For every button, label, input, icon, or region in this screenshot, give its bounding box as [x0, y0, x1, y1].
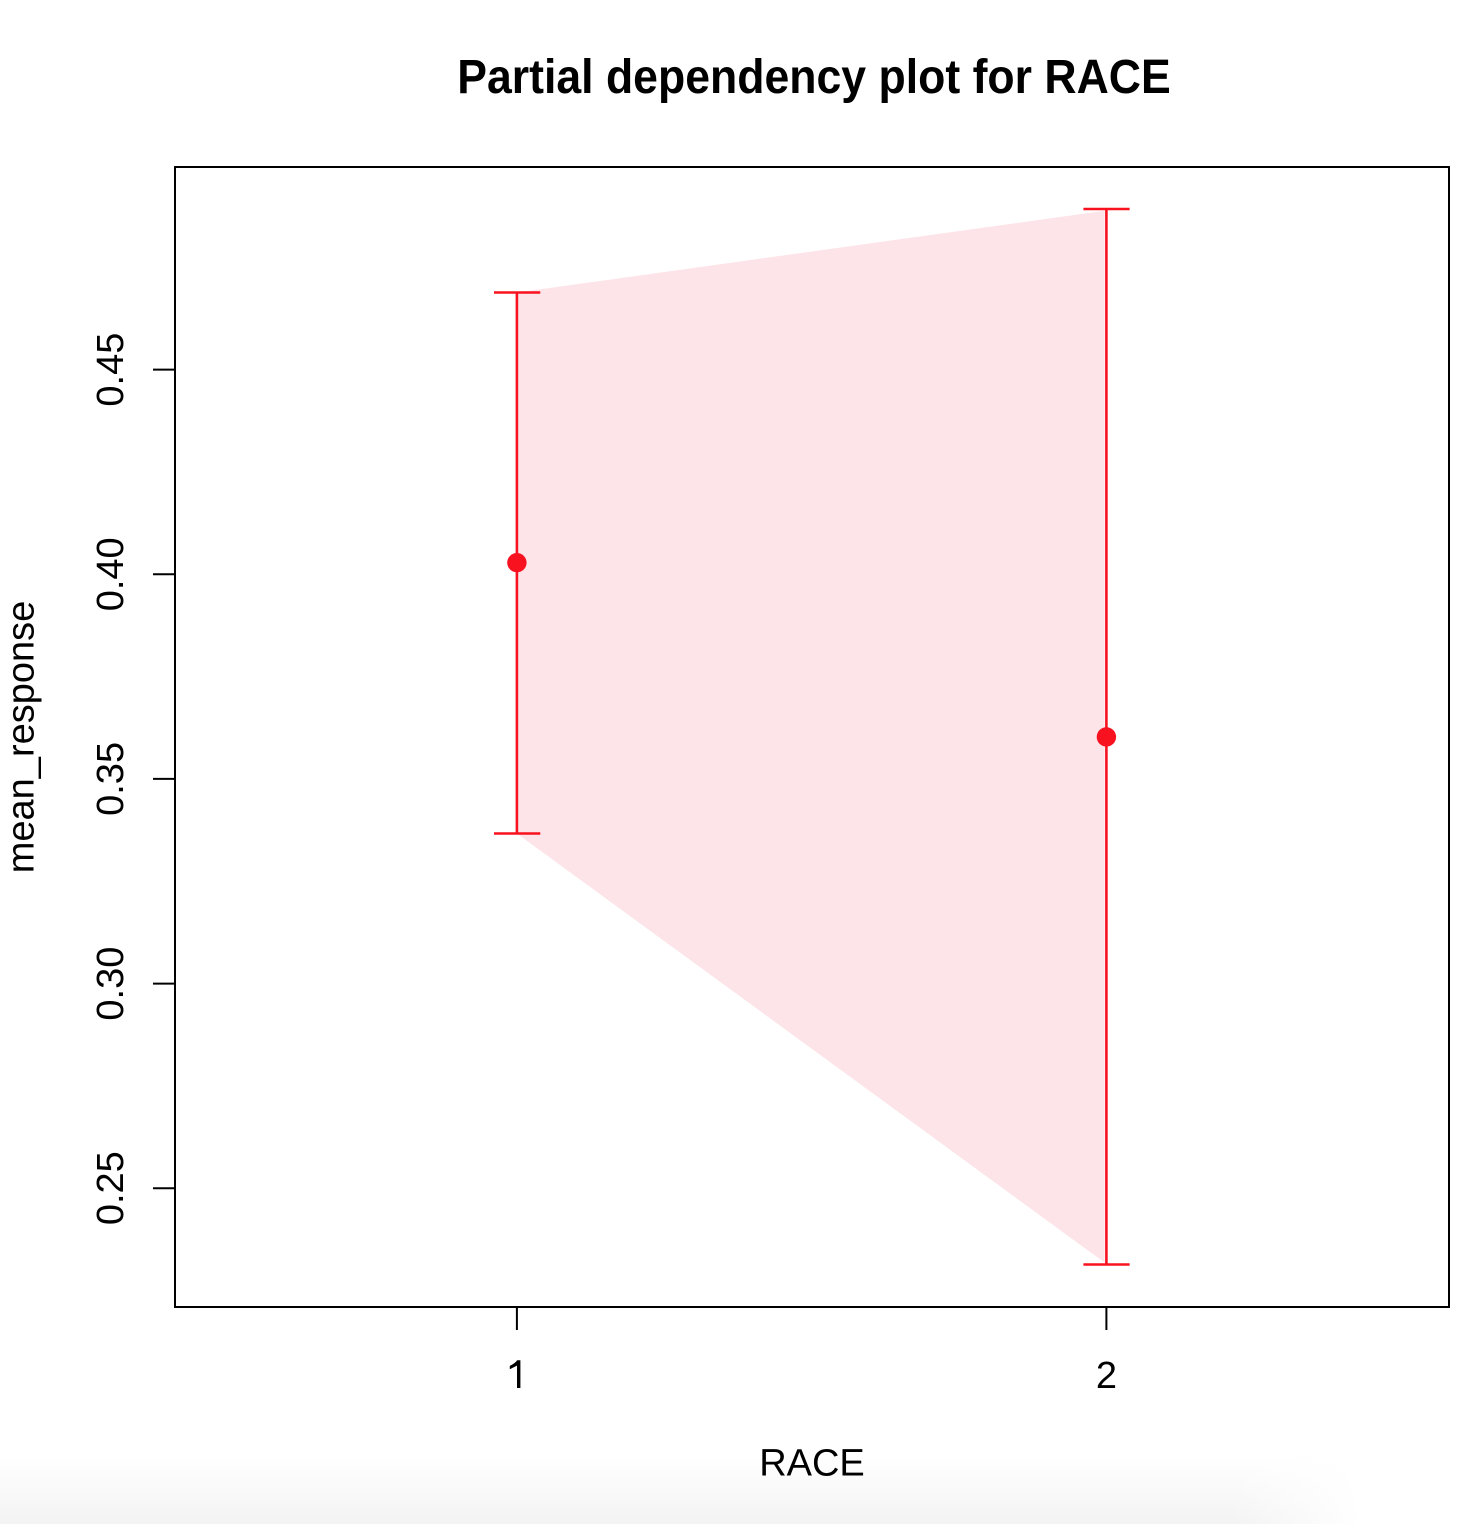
svg-text:0.25: 0.25: [90, 1151, 132, 1225]
svg-text:RACE: RACE: [759, 1443, 865, 1485]
svg-text:0.30: 0.30: [90, 947, 132, 1021]
svg-text:mean_response: mean_response: [1, 601, 43, 874]
svg-text:2: 2: [1096, 1355, 1117, 1397]
svg-text:Partial dependency plot for RA: Partial dependency plot for RACE: [457, 49, 1170, 103]
svg-text:0.45: 0.45: [90, 333, 132, 407]
svg-text:0.35: 0.35: [90, 742, 132, 816]
svg-text:0.40: 0.40: [90, 537, 132, 611]
